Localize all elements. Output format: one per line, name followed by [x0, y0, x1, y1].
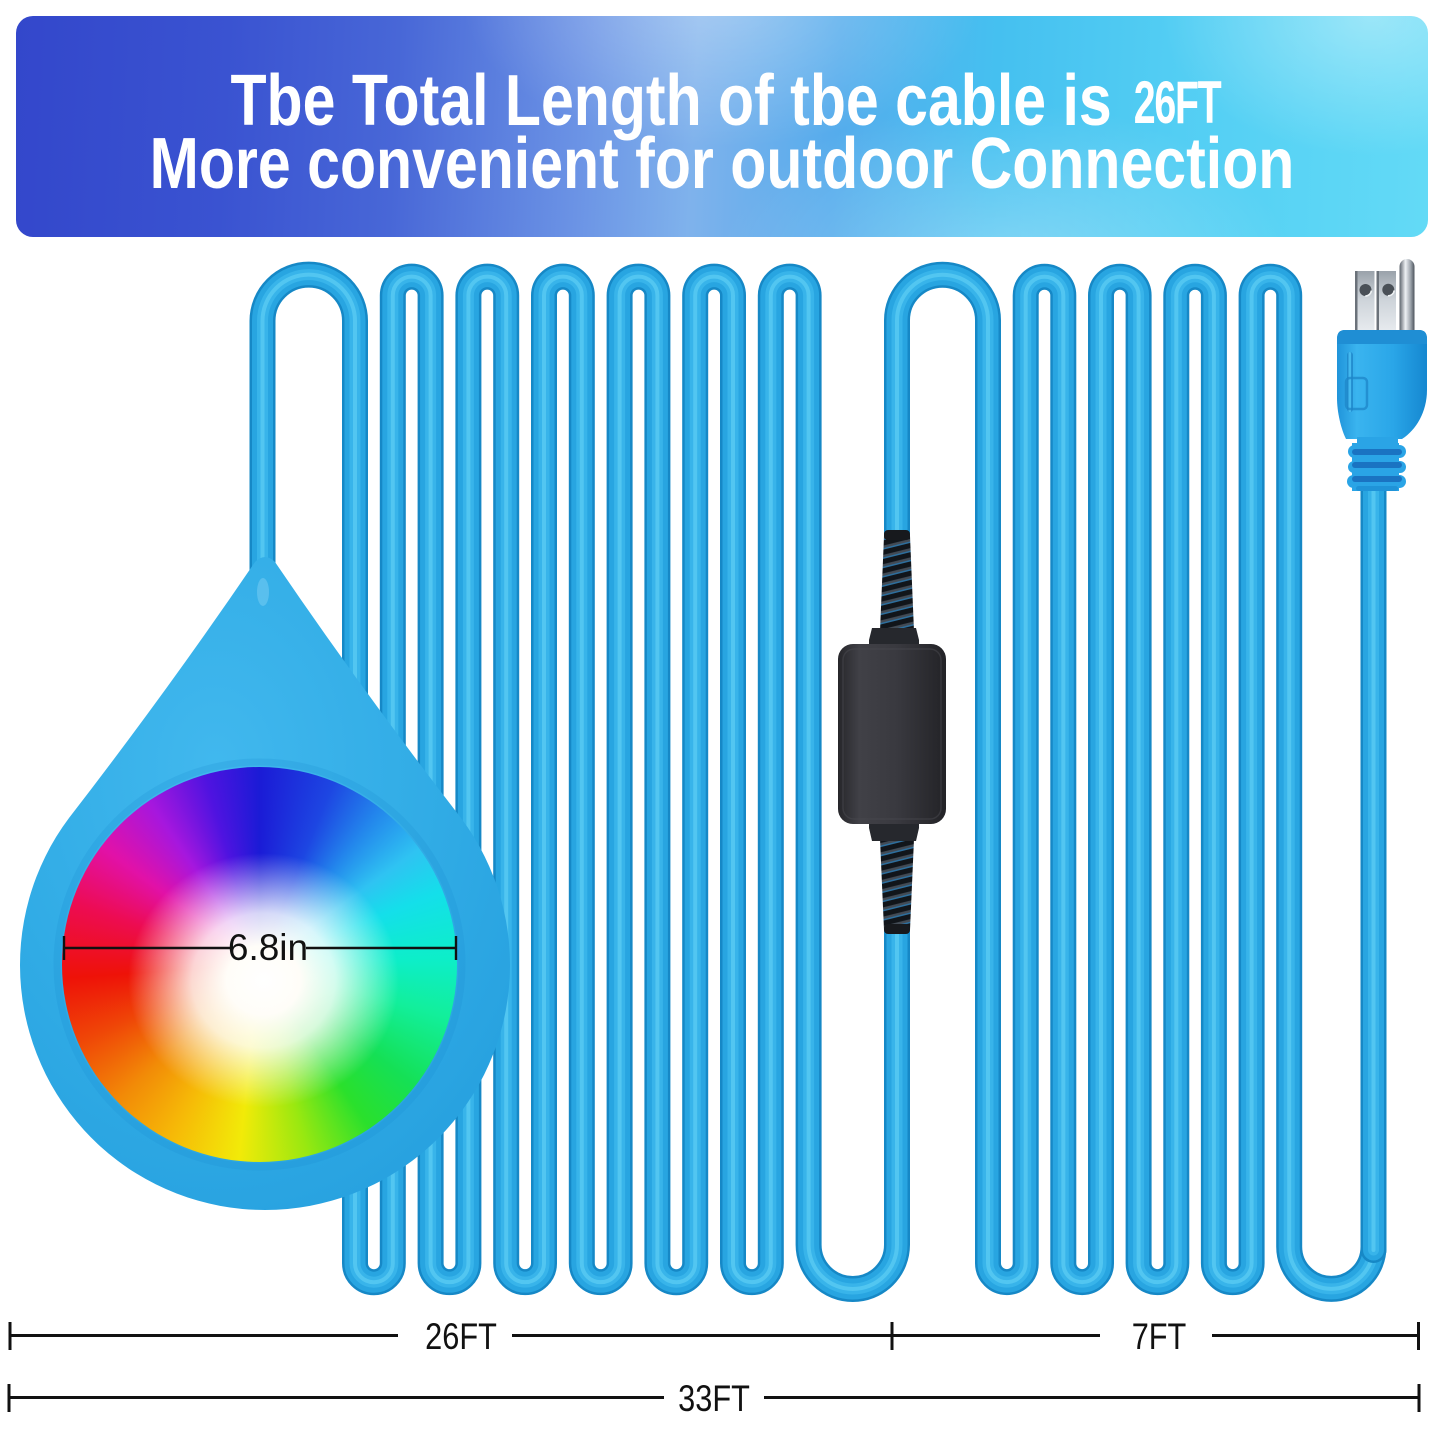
svg-text:26FT: 26FT: [425, 1316, 497, 1357]
svg-text:33FT: 33FT: [678, 1378, 750, 1419]
svg-text:6.8in: 6.8in: [228, 927, 308, 968]
svg-text:7FT: 7FT: [1132, 1316, 1187, 1357]
